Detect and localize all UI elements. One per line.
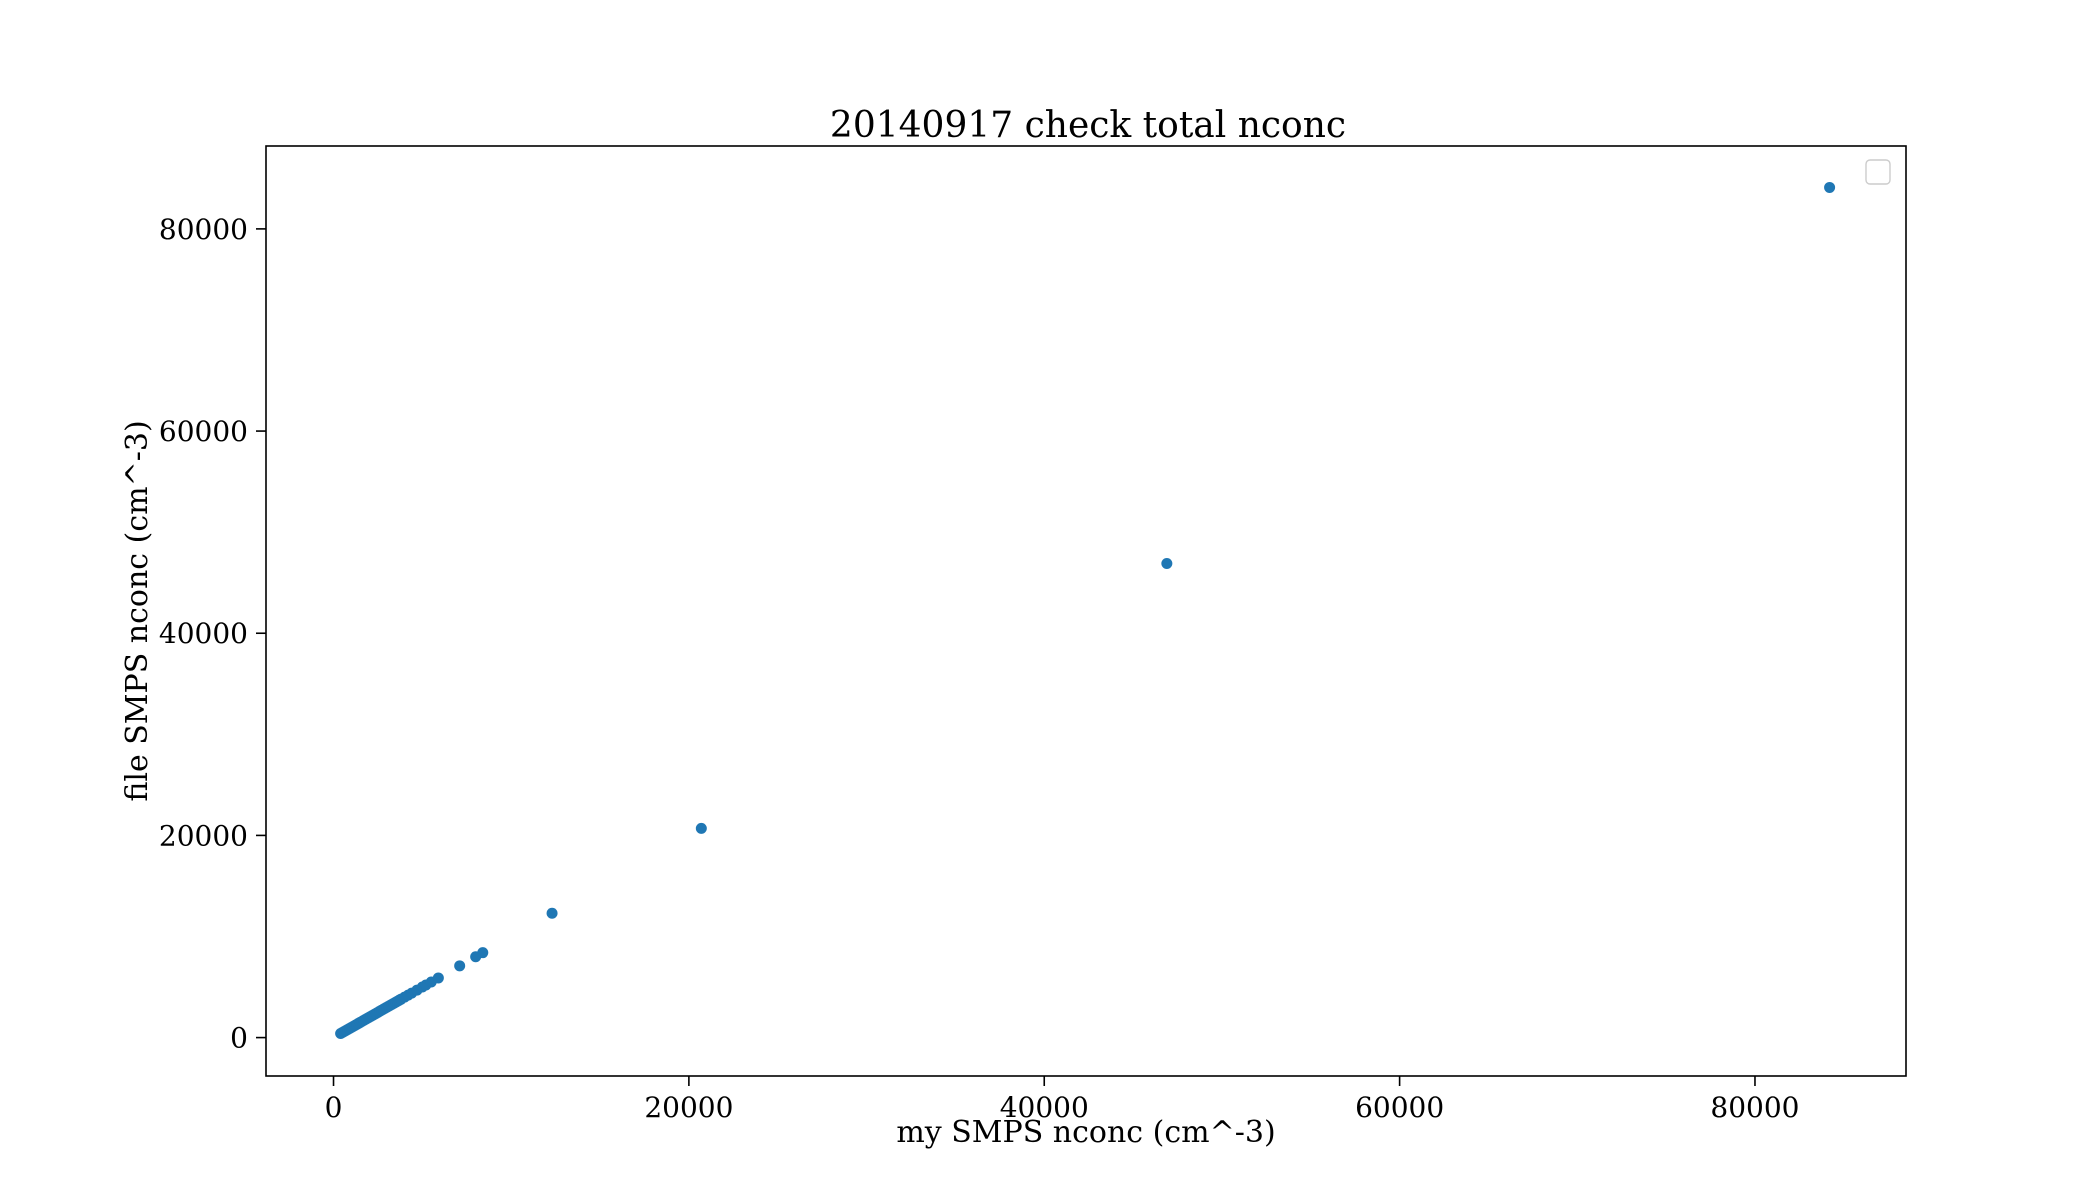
scatter-point [695, 822, 707, 834]
x-tick-label: 0 [325, 1091, 343, 1124]
y-tick-label: 40000 [159, 617, 248, 650]
y-tick-label: 80000 [159, 213, 248, 246]
y-axis-ticks: 0 20000 40000 60000 80000 [159, 213, 266, 1055]
scatter-point [454, 960, 466, 972]
chart-title: 20140917 check total nconc [830, 105, 1346, 146]
scatter-series [335, 181, 1836, 1040]
x-tick-label: 20000 [644, 1091, 733, 1124]
scatter-point [546, 907, 558, 919]
y-tick-label: 60000 [159, 415, 248, 448]
scatter-point [477, 947, 489, 959]
x-tick-label: 40000 [1000, 1091, 1089, 1124]
x-axis-label: my SMPS nconc (cm^-3) [896, 1115, 1275, 1150]
x-tick-label: 80000 [1710, 1091, 1799, 1124]
x-tick-label: 60000 [1355, 1091, 1444, 1124]
y-tick-label: 20000 [159, 819, 248, 852]
legend-box [1865, 159, 1891, 185]
plot-area-frame [265, 145, 1907, 1077]
y-axis-label: file SMPS nconc (cm^-3) [120, 420, 155, 801]
y-tick-label: 0 [230, 1022, 248, 1055]
scatter-point [1161, 557, 1173, 569]
scatter-point [1824, 181, 1836, 193]
x-axis-ticks: 0 20000 40000 60000 80000 [325, 1076, 1800, 1124]
scatter-point [432, 972, 444, 984]
